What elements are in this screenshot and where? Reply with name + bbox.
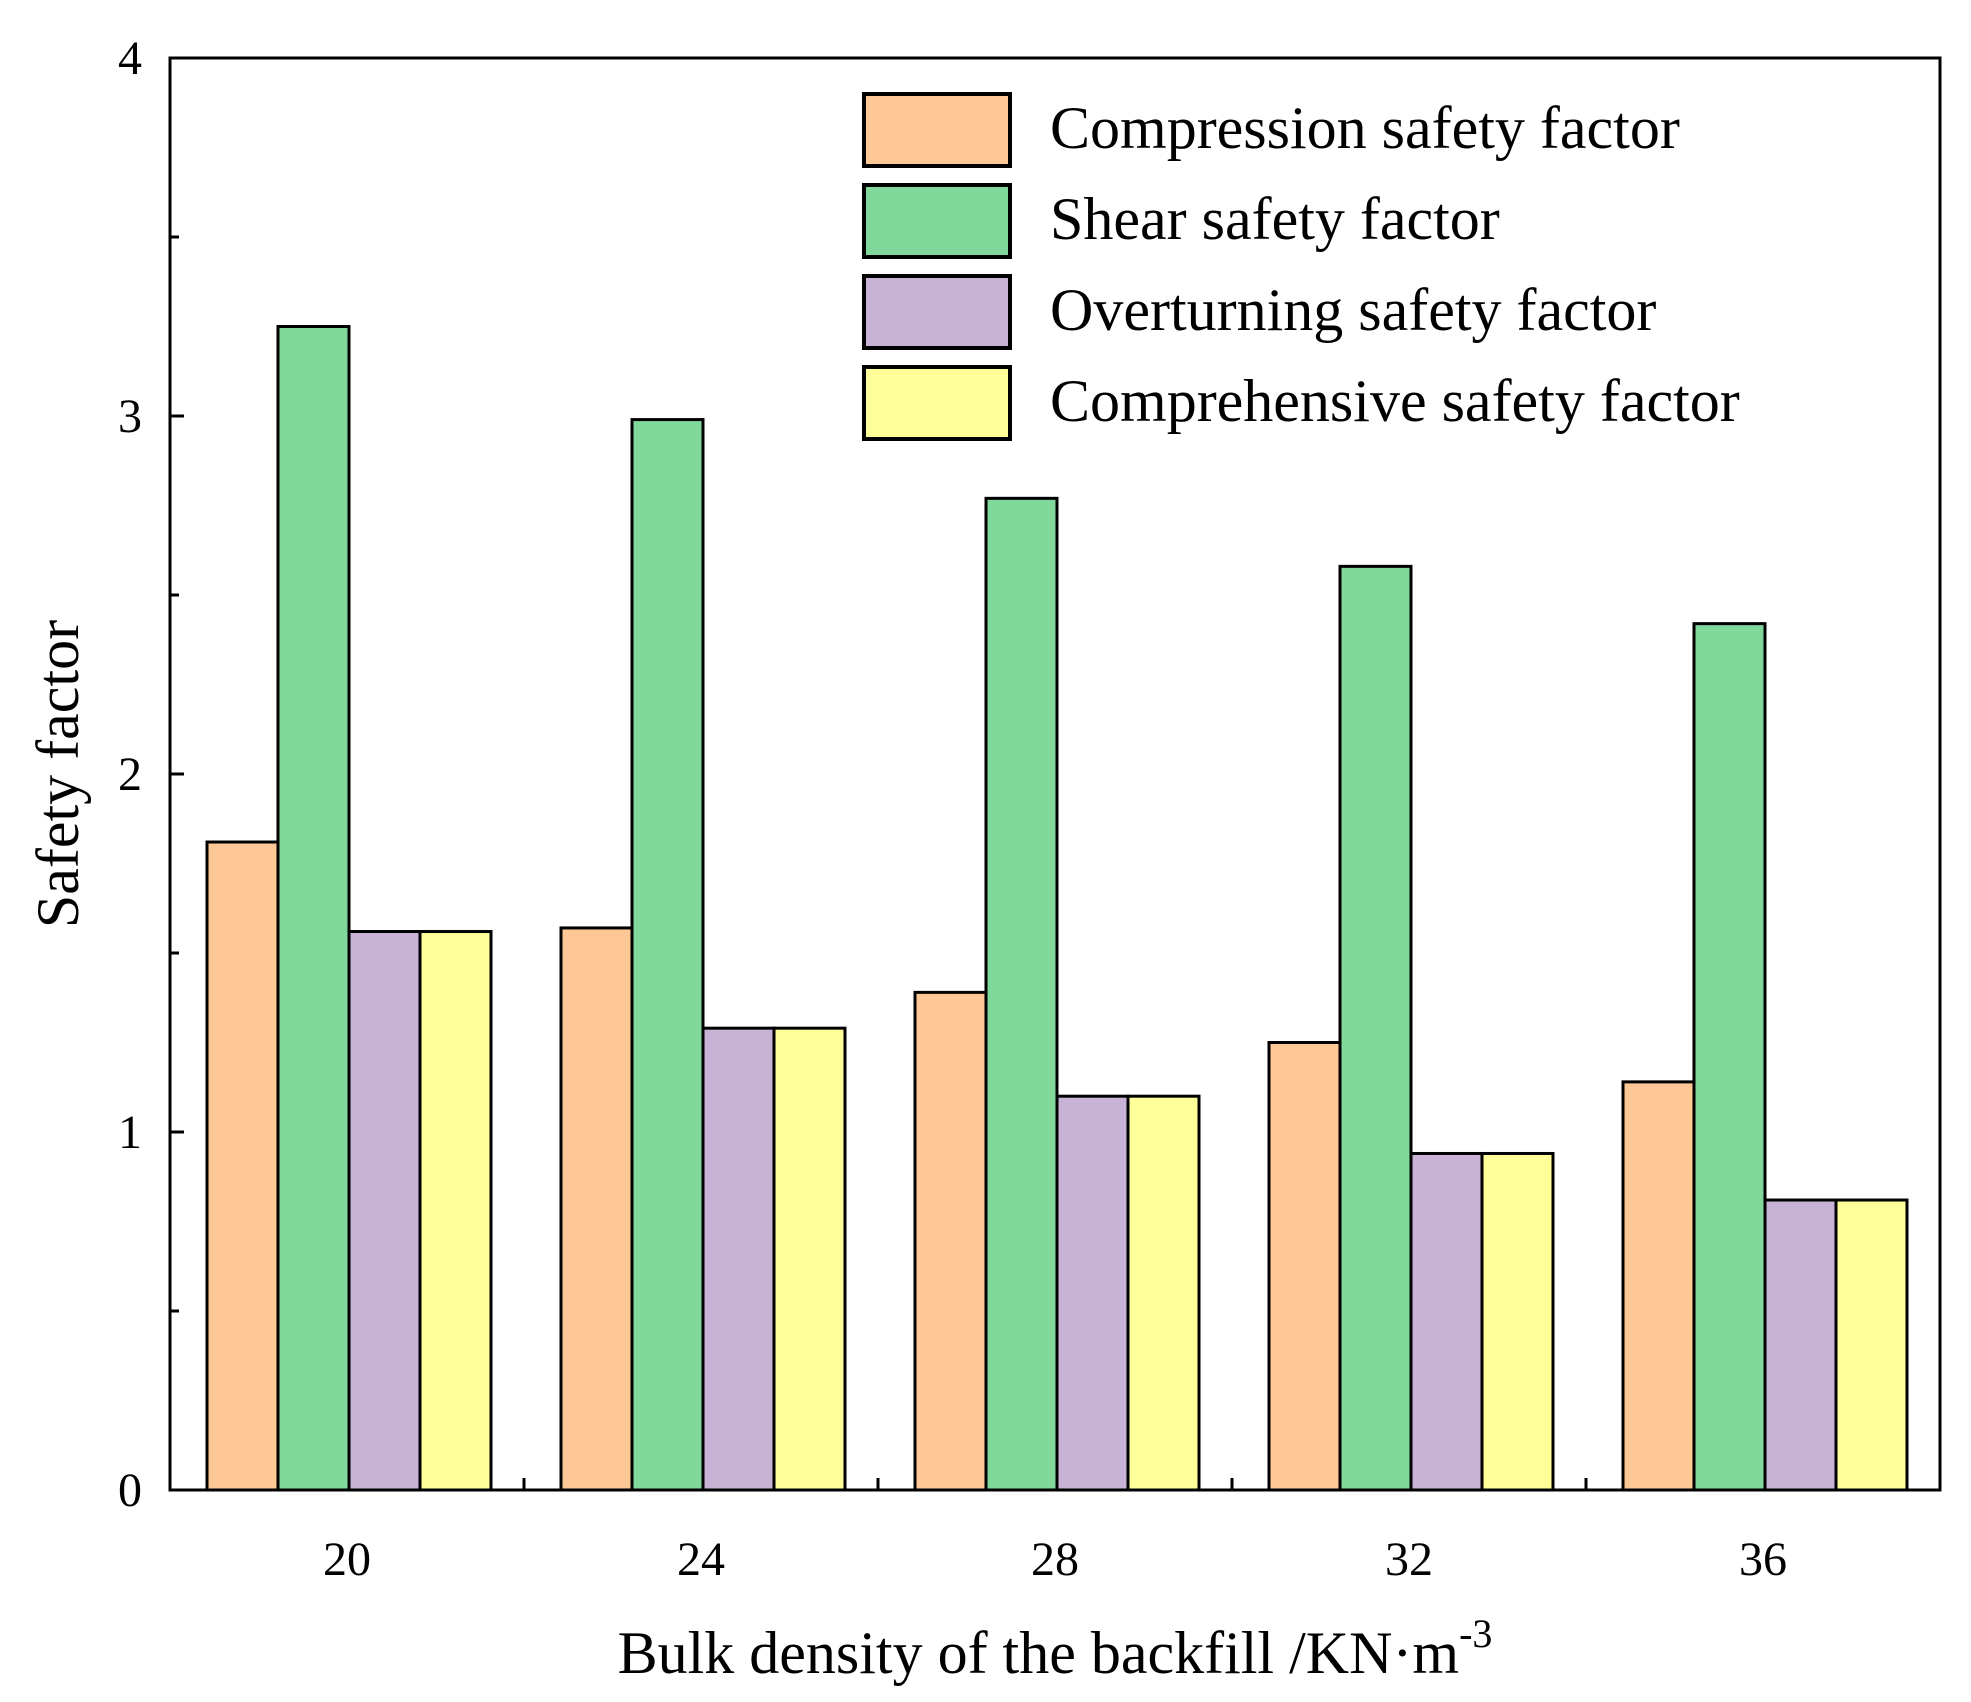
bar-4-32 [1480, 1151, 1555, 1492]
bar-2-32 [1338, 564, 1413, 1492]
legend-swatch-3 [862, 274, 1012, 350]
bar-4-36 [1834, 1198, 1909, 1492]
legend-label-2: Shear safety factor [1050, 186, 1500, 252]
y-tick-label: 1 [118, 1106, 142, 1159]
bar-3-20 [347, 930, 422, 1492]
legend-swatch-2 [862, 183, 1012, 259]
legend: Compression safety factor Shear safety fa… [862, 92, 1740, 441]
bar-2-24 [630, 418, 705, 1492]
bar-4-24 [772, 1026, 847, 1492]
x-axis-title: Bulk density of the backfill /KN·m-3 [618, 1611, 1493, 1686]
legend-swatch-1 [862, 92, 1012, 168]
bar-1-32 [1267, 1041, 1342, 1492]
y-tick-label: 2 [118, 748, 142, 801]
axes-layer: 0 1 2 3 4 20 24 28 32 36 Bulk density of the backf… [25, 32, 1942, 1686]
bar-3-28 [1055, 1094, 1130, 1492]
y-axis-title: Safety factor [25, 620, 91, 928]
legend-label-4: Comprehensive safety factor [1050, 368, 1740, 434]
bars-layer [205, 325, 1909, 1492]
bar-4-28 [1126, 1094, 1201, 1492]
legend-label-3: Overturning safety factor [1050, 277, 1656, 343]
x-tick-label-32: 32 [1385, 1533, 1433, 1586]
y-tick-label: 0 [118, 1464, 142, 1517]
bar-4-20 [418, 930, 493, 1492]
y-tick-label: 4 [118, 32, 142, 85]
y-tick-label: 3 [118, 390, 142, 443]
x-tick-label-20: 20 [323, 1533, 371, 1586]
bar-1-28 [913, 990, 988, 1492]
bar-1-36 [1621, 1080, 1696, 1492]
x-tick-label-36: 36 [1739, 1533, 1787, 1586]
bar-2-36 [1692, 622, 1767, 1492]
x-tick-label-24: 24 [677, 1533, 725, 1586]
bar-1-24 [559, 926, 634, 1492]
legend-swatch-4 [862, 365, 1012, 441]
legend-label-1: Compression safety factor [1050, 95, 1680, 161]
bar-3-32 [1409, 1151, 1484, 1492]
bar-3-36 [1763, 1198, 1838, 1492]
x-tick-label-28: 28 [1031, 1533, 1079, 1586]
bar-1-20 [205, 840, 280, 1492]
bar-2-28 [984, 496, 1059, 1492]
bar-3-24 [701, 1026, 776, 1492]
bar-2-20 [276, 325, 351, 1492]
